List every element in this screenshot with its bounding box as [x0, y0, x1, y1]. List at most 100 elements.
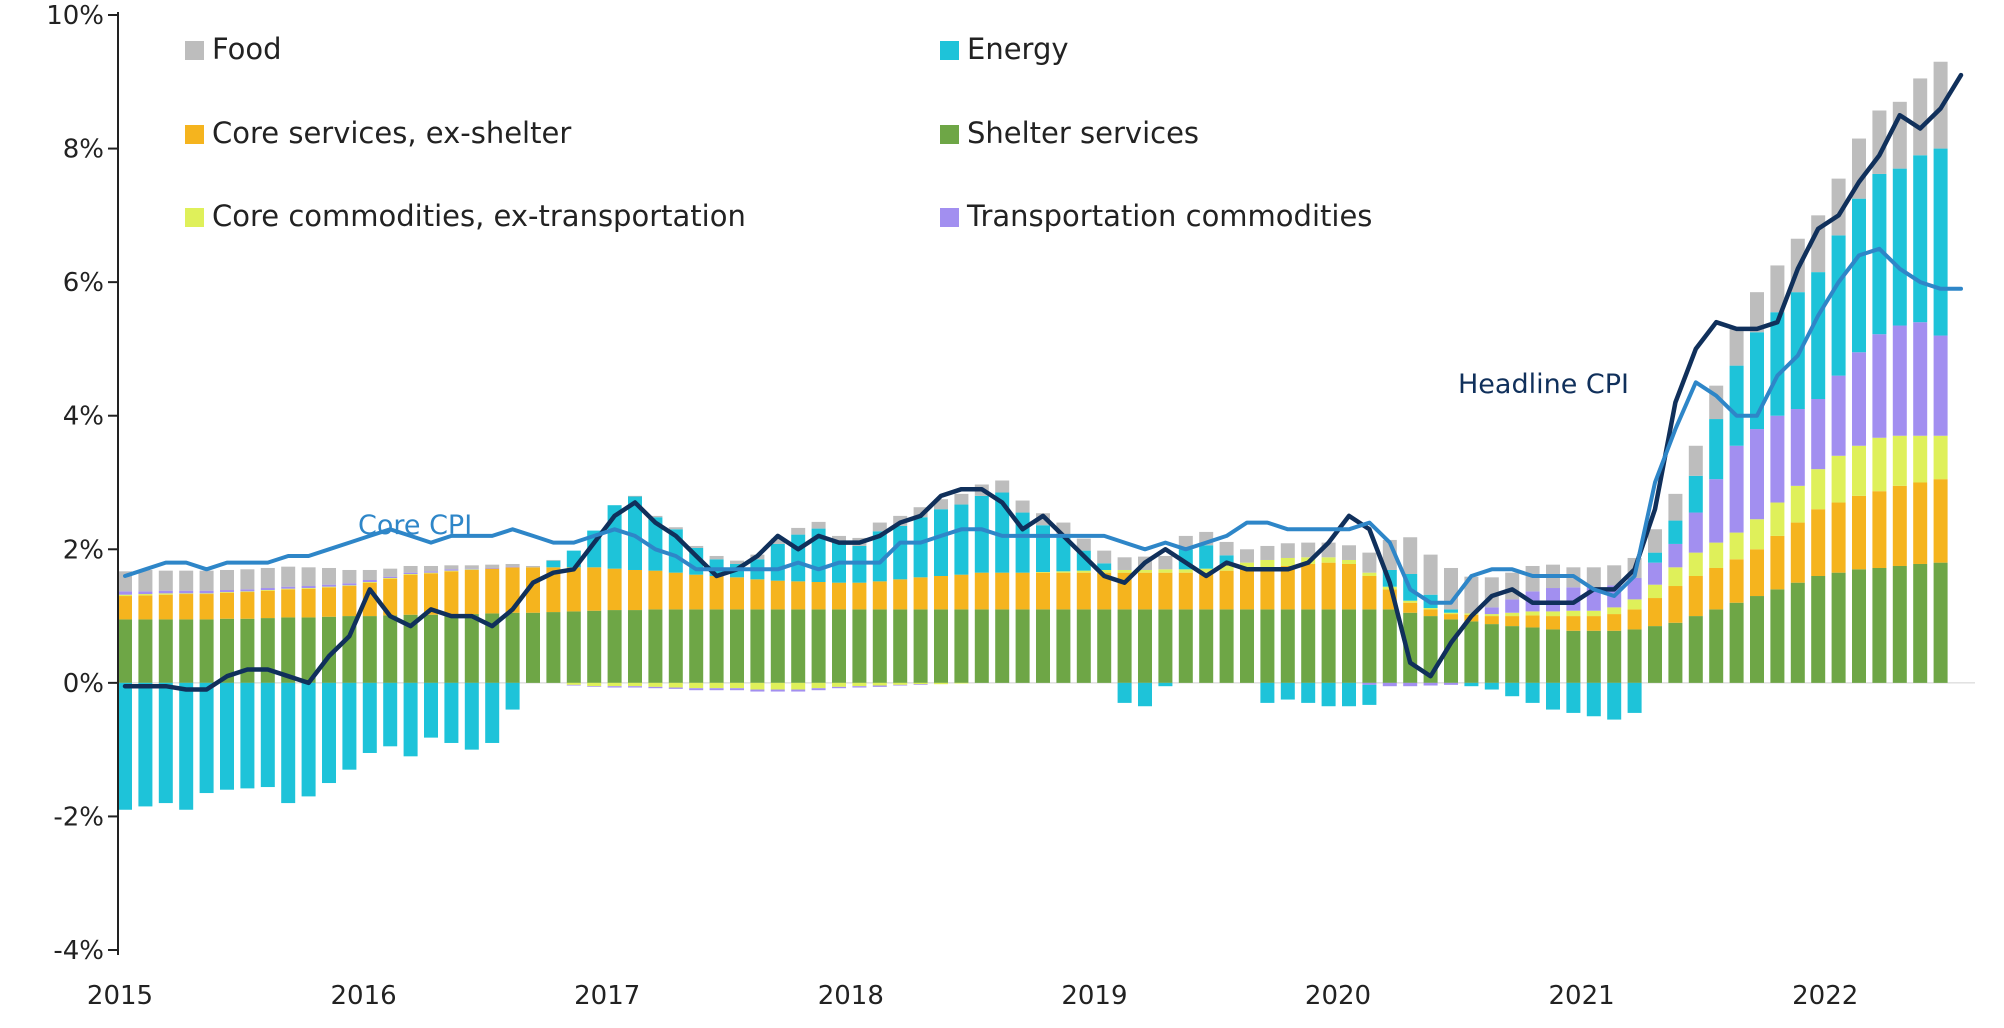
- bar-segment-core_services: [485, 568, 500, 614]
- bar-segment-food: [240, 569, 255, 590]
- bar-segment-shelter: [383, 615, 398, 683]
- bar-segment-food: [138, 569, 153, 592]
- bar-segment-core_services: [383, 578, 398, 616]
- bar-segment-transport: [383, 576, 398, 579]
- bar-segment-core_commodities: [179, 593, 194, 595]
- bar-segment-shelter: [526, 612, 540, 683]
- bar-segment-energy: [485, 682, 500, 743]
- bar-segment-core_commodities: [1260, 559, 1275, 568]
- bar-segment-shelter: [362, 616, 377, 683]
- bar-segment-shelter: [1790, 582, 1805, 683]
- x-tick-label: 2015: [87, 981, 153, 1011]
- bar-segment-shelter: [587, 610, 602, 683]
- bar-segment-core_services: [1933, 479, 1948, 563]
- bar-segment-core_commodities: [1178, 569, 1193, 573]
- bar-segment-core_commodities: [1770, 502, 1785, 536]
- bar-segment-energy: [1892, 168, 1907, 326]
- bar-segment-shelter: [281, 617, 296, 683]
- bar-segment-core_commodities: [1076, 570, 1091, 573]
- bar-segment-transport: [1852, 352, 1866, 446]
- bar-segment-shelter: [1688, 616, 1703, 683]
- bar-segment-core_commodities: [668, 682, 683, 688]
- bar-segment-food: [1811, 215, 1826, 273]
- bar-segment-core_services: [709, 576, 724, 610]
- bar-segment-shelter: [1892, 565, 1907, 683]
- bar-segment-core_services: [1668, 586, 1683, 623]
- bar-segment-shelter: [199, 619, 214, 683]
- bar-segment-energy: [444, 682, 459, 743]
- bar-segment-food: [872, 522, 887, 532]
- bar-segment-transport: [281, 586, 296, 589]
- bar-segment-transport: [1709, 479, 1724, 543]
- bar-segment-core_commodities: [424, 572, 438, 574]
- bar-segment-food: [668, 527, 683, 530]
- bar-segment-food: [1097, 550, 1112, 564]
- bar-segment-core_commodities: [1219, 565, 1234, 571]
- bar-segment-core_commodities: [1423, 608, 1438, 610]
- bar-segment-transport: [464, 568, 479, 570]
- bar-segment-core_commodities: [1158, 569, 1173, 573]
- bar-segment-core_services: [1913, 482, 1928, 564]
- bar-segment-core_services: [1892, 485, 1907, 566]
- bar-segment-transport: [1505, 599, 1520, 613]
- bar-segment-energy: [1219, 555, 1234, 566]
- bar-segment-energy: [872, 531, 887, 582]
- bar-segment-shelter: [1015, 609, 1030, 683]
- bar-segment-core_commodities: [362, 582, 377, 583]
- bar-segment-core_services: [1403, 602, 1418, 613]
- bar-segment-transport: [260, 588, 275, 591]
- bar-segment-shelter: [1525, 627, 1540, 683]
- bar-segment-shelter: [791, 609, 806, 683]
- bar-segment-energy: [1525, 682, 1540, 703]
- bar-segment-food: [464, 565, 479, 569]
- legend-swatch-transport: [940, 208, 959, 227]
- bar-segment-food: [546, 559, 561, 561]
- bar-segment-food: [383, 568, 398, 577]
- bar-segment-core_commodities: [1444, 612, 1458, 615]
- bar-segment-food: [1280, 543, 1295, 558]
- bar-segment-core_commodities: [1790, 485, 1805, 523]
- bar-segment-core_commodities: [791, 682, 806, 690]
- bar-segment-energy: [1872, 173, 1887, 335]
- bar-segment-energy: [1362, 684, 1377, 705]
- bar-segment-core_services: [770, 580, 785, 610]
- bar-segment-core_services: [179, 594, 194, 620]
- bar-segment-core_commodities: [138, 594, 153, 596]
- bar-segment-shelter: [403, 614, 418, 683]
- bar-segment-transport: [1403, 682, 1418, 687]
- x-tick-label: 2017: [574, 981, 640, 1011]
- bar-segment-energy: [1770, 312, 1785, 416]
- bar-segment-food: [832, 535, 846, 543]
- bar-segment-core_services: [1342, 563, 1356, 610]
- bar-segment-energy: [1117, 682, 1132, 703]
- bar-segment-food: [770, 538, 785, 544]
- bar-segment-shelter: [240, 618, 255, 683]
- bar-segment-core_commodities: [893, 682, 908, 685]
- lines-layer: [122, 72, 1964, 692]
- bar-segment-food: [1688, 445, 1703, 476]
- bar-segment-core_commodities: [1648, 584, 1662, 599]
- bar-segment-shelter: [1097, 609, 1112, 683]
- bar-segment-core_commodities: [1627, 599, 1642, 610]
- bar-segment-shelter: [1933, 562, 1948, 683]
- bar-segment-transport: [179, 590, 194, 594]
- bar-segment-core_services: [1729, 559, 1744, 603]
- bar-segment-shelter: [1546, 629, 1560, 683]
- bar-segment-food: [1750, 292, 1764, 333]
- bar-segment-shelter: [1464, 621, 1479, 683]
- line-core: [123, 246, 1963, 605]
- line-labels: Headline CPI Core CPI: [358, 369, 1629, 541]
- bar-segment-energy: [240, 682, 255, 789]
- bar-segment-core_commodities: [587, 682, 602, 687]
- bar-segment-core_services: [1056, 572, 1071, 610]
- bar-segment-energy: [954, 504, 969, 575]
- bar-segment-transport: [240, 589, 255, 592]
- bar-segment-core_services: [1301, 563, 1316, 610]
- bar-segment-energy: [1586, 682, 1601, 717]
- bar-segment-core_commodities: [648, 682, 663, 687]
- bar-segment-core_services: [750, 579, 765, 610]
- bar-segment-core_services: [1484, 616, 1499, 625]
- bar-segment-shelter: [301, 617, 316, 683]
